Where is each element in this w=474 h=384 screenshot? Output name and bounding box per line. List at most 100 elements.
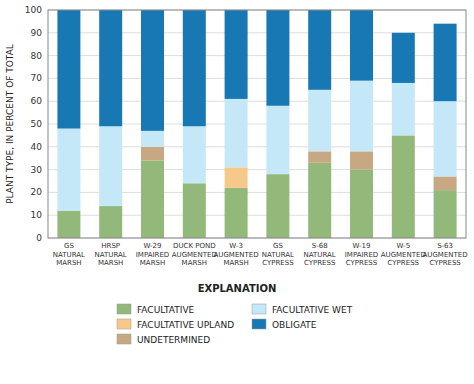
bar-segment: [183, 183, 206, 238]
bar-segment: [141, 160, 164, 238]
y-tick-label: 0: [36, 233, 42, 243]
bar-segment: [57, 10, 80, 129]
x-tick-label: HRSPNATURALMARSH: [95, 242, 127, 267]
bar-segment: [99, 10, 122, 126]
x-tick-label-line: S-63: [437, 242, 453, 250]
bar-segment: [308, 163, 331, 238]
x-tick-label-line: NATURAL: [95, 251, 127, 259]
y-tick-label: 50: [31, 119, 43, 129]
x-tick-label-line: W-3: [229, 242, 243, 250]
bar-segment: [434, 176, 457, 190]
bar-segment: [434, 24, 457, 102]
bar-segment: [266, 174, 289, 238]
y-tick-label: 10: [31, 210, 43, 220]
x-tick-label: DUCK PONDAUGMENTEDMARSH: [172, 242, 217, 267]
chart: 0102030405060708090100GSNATURALMARSHHRSP…: [0, 0, 474, 384]
legend-swatch: [117, 319, 131, 329]
bar-segment: [57, 129, 80, 211]
bar-segment: [350, 10, 373, 81]
bar-segment: [392, 135, 415, 238]
x-tick-label: W-3AUGMENTEDMARSH: [214, 242, 259, 267]
x-tick-label-line: CYPRESS: [304, 259, 336, 267]
bar-segment: [266, 10, 289, 106]
bar-segment: [183, 126, 206, 183]
x-tick-label-line: GS: [64, 242, 74, 250]
x-tick-label-line: AUGMENTED: [381, 251, 426, 259]
x-tick-label-line: CYPRESS: [262, 259, 294, 267]
x-tick-label-line: MARSH: [182, 259, 207, 267]
x-tick-label-line: NATURAL: [304, 251, 336, 259]
x-tick-label: W-19IMPAIREDCYPRESS: [345, 242, 378, 267]
x-tick-label-line: IMPAIRED: [136, 251, 169, 259]
y-tick-label: 40: [31, 142, 43, 152]
legend-title: EXPLANATION: [198, 283, 277, 294]
bar-segment: [183, 10, 206, 126]
bars: [57, 10, 456, 238]
x-tick-label-line: W-5: [396, 242, 410, 250]
bar-segment: [99, 126, 122, 206]
y-tick-label: 60: [31, 96, 43, 106]
x-tick-label: GSNATURALMARSH: [53, 242, 85, 267]
x-tick-label-line: GS: [273, 242, 283, 250]
x-tick-label-line: NATURAL: [262, 251, 294, 259]
legend-label: FACULTATIVE UPLAND: [137, 320, 234, 330]
bar-segment: [350, 81, 373, 152]
bar-segment: [266, 106, 289, 174]
bar-segment: [392, 33, 415, 83]
x-tick-label-line: CYPRESS: [346, 259, 378, 267]
legend-label: UNDETERMINED: [137, 335, 210, 345]
bar-segment: [99, 206, 122, 238]
x-tick-label-line: MARSH: [140, 259, 165, 267]
y-tick-label: 70: [31, 73, 43, 83]
y-tick-label: 100: [25, 5, 42, 15]
x-tick-label-line: S-68: [312, 242, 328, 250]
x-tick-label: W-5AUGMENTEDCYPRESS: [381, 242, 426, 267]
x-tick-label-line: W-19: [352, 242, 370, 250]
x-tick-label: S-68NATURALCYPRESS: [304, 242, 336, 267]
bar-segment: [434, 190, 457, 238]
bar-segment: [308, 10, 331, 90]
bar-segment: [141, 147, 164, 161]
bar-segment: [141, 131, 164, 147]
bar-segment: [350, 151, 373, 169]
x-tick-label-line: CYPRESS: [388, 259, 420, 267]
bar-segment: [434, 101, 457, 176]
bar-segment: [350, 170, 373, 238]
x-tick-label-line: HRSP: [101, 242, 120, 250]
bar-segment: [225, 99, 248, 167]
legend-swatch: [117, 304, 131, 314]
x-tick-label-line: AUGMENTED: [423, 251, 468, 259]
bar-segment: [225, 10, 248, 99]
x-tick-label-line: AUGMENTED: [172, 251, 217, 259]
y-tick-label: 30: [31, 165, 43, 175]
y-tick-label: 20: [31, 187, 43, 197]
legend-swatch: [117, 334, 131, 344]
x-tick-label: GSNATURALCYPRESS: [262, 242, 294, 267]
x-tick-label-line: MARSH: [98, 259, 123, 267]
y-tick-label: 80: [31, 51, 43, 61]
bar-segment: [225, 188, 248, 238]
legend-label: OBLIGATE: [272, 320, 317, 330]
legend-label: FACULTATIVE WET: [272, 305, 353, 315]
bar-segment: [392, 83, 415, 135]
x-tick-label-line: IMPAIRED: [345, 251, 378, 259]
bar-segment: [141, 10, 164, 131]
bar-segment: [308, 151, 331, 162]
x-tick-label-line: AUGMENTED: [214, 251, 259, 259]
plot-frame: [48, 10, 466, 238]
bar-segment: [57, 211, 80, 238]
x-tick-label-line: NATURAL: [53, 251, 85, 259]
x-tick-label-line: W-29: [143, 242, 161, 250]
grid: [48, 10, 466, 238]
y-tick-label: 90: [31, 28, 43, 38]
bar-segment: [225, 167, 248, 188]
legend-swatch: [252, 319, 266, 329]
bar-segment: [308, 90, 331, 152]
legend: FACULTATIVE FACULTATIVE UPLAND UNDETERMINE…: [117, 304, 353, 345]
x-tick-label-line: CYPRESS: [429, 259, 461, 267]
y-axis-label: PLANT TYPE, IN PERCENT OF TOTAL: [5, 44, 15, 204]
x-tick-label-line: MARSH: [223, 259, 248, 267]
legend-label: FACULTATIVE: [137, 305, 195, 315]
x-tick-label: W-29IMPAIREDMARSH: [136, 242, 169, 267]
x-tick-label-line: DUCK POND: [173, 242, 216, 250]
